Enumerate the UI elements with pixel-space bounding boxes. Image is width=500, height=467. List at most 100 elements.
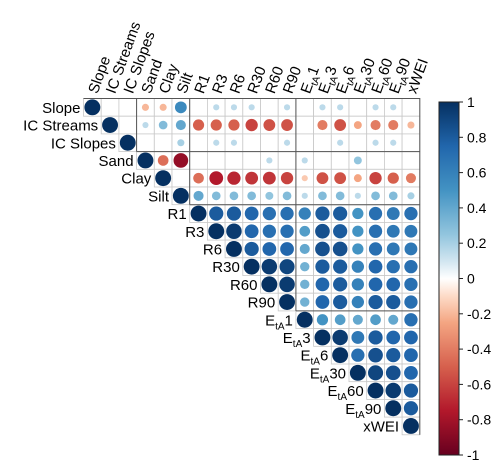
corr-circle-R1-EtA6 [333, 206, 348, 221]
matrix-cell-Slope-IC Streams [100, 98, 120, 117]
matrix-cell-IC Slopes-EtA1 [295, 133, 314, 152]
row-label-EtA6: EtA6 [300, 348, 328, 368]
corr-circle-R3-EtA1 [299, 225, 311, 237]
corr-circle-EtA3-EtA6 [332, 329, 348, 346]
corr-circle-R3-EtA60 [368, 224, 383, 238]
corr-circle-R1-R1 [190, 205, 207, 222]
row-label-R90: R90 [248, 295, 276, 312]
corr-circle-R6-EtA1 [299, 243, 310, 254]
corr-circle-EtA1-xWEI [404, 313, 418, 327]
column-label-R3: R3 [209, 72, 232, 96]
corr-circle-EtA6-EtA30 [351, 348, 365, 362]
corr-circle-R30-R90 [279, 259, 295, 275]
corr-circle-Slope-R90 [283, 104, 291, 111]
corr-circle-R1-xWEI [404, 206, 418, 221]
row-label-EtA3: EtA3 [283, 330, 311, 350]
row-label-R30: R30 [212, 259, 240, 276]
corr-circle-Clay-xWEI [405, 173, 416, 184]
matrix-cell-IC Slopes-Sand [136, 133, 155, 152]
corr-circle-EtA30-EtA30 [349, 364, 366, 381]
matrix-cell-Slope-R60 [260, 98, 279, 117]
corr-circle-EtA1-EtA6 [334, 314, 346, 326]
corr-circle-xWEI-xWEI [403, 418, 419, 434]
corr-circle-EtA90-EtA90 [385, 400, 402, 417]
corr-circle-IC Streams-IC Streams [102, 117, 119, 133]
row-label-IC Streams: IC Streams [23, 118, 98, 135]
corr-circle-EtA1-EtA30 [352, 314, 363, 325]
corr-circle-R30-EtA3 [315, 259, 330, 274]
corr-circle-EtA60-EtA90 [385, 382, 401, 399]
row-label-R3: R3 [185, 224, 204, 241]
corr-circle-R1-R90 [280, 206, 294, 221]
corr-circle-Sand-Clay [157, 155, 169, 166]
corr-circle-R3-EtA90 [386, 224, 400, 238]
corr-circle-Slope-R30 [248, 104, 255, 111]
corr-circle-R30-EtA60 [368, 259, 383, 274]
corr-circle-Clay-R6 [227, 171, 241, 185]
column-label-EtA60: EtA60 [368, 56, 399, 97]
matrix-cell-Sand-EtA90 [383, 151, 403, 170]
corr-circle-Silt-R30 [247, 191, 256, 201]
corr-circle-EtA3-xWEI [404, 330, 418, 345]
matrix-cell-IC Slopes-xWEI [401, 133, 421, 152]
corr-circle-Slope-EtA6 [337, 104, 344, 111]
corr-circle-Slope-Silt [174, 101, 187, 114]
matrix-cell-IC Streams-EtA1 [295, 115, 314, 135]
matrix-cell-Sand-R90 [277, 151, 297, 170]
corr-circle-EtA3-EtA30 [351, 331, 365, 344]
corr-circle-R1-EtA90 [386, 207, 400, 220]
corr-circle-R90-EtA90 [386, 294, 401, 310]
corr-circle-R1-R60 [262, 206, 276, 221]
corr-circle-Sand-EtA1 [301, 157, 308, 164]
row-label-xWEI: xWEI [363, 418, 399, 435]
corr-circle-EtA1-EtA60 [370, 314, 381, 326]
corr-circle-Slope-EtA60 [372, 104, 379, 111]
corr-circle-EtA6-EtA6 [332, 347, 349, 364]
corr-circle-R1-R30 [244, 206, 259, 221]
corr-circle-R3-xWEI [404, 224, 418, 238]
corr-circle-R90-xWEI [404, 295, 418, 309]
colorbar-tick-label: -0.6 [467, 376, 491, 392]
corr-circle-IC Streams-Silt [175, 120, 186, 131]
corr-circle-R6-R30 [244, 241, 259, 257]
corr-circle-Silt-R90 [282, 191, 292, 201]
group-boundary-lines [83, 98, 421, 435]
corr-circle-Silt-R60 [265, 191, 274, 200]
colorbar-tick-label: 0.8 [467, 129, 487, 145]
corr-circle-Sand-Sand [137, 152, 154, 169]
corr-circle-R30-EtA1 [300, 261, 310, 272]
corr-circle-Slope-Sand [141, 103, 150, 111]
colorbar-tick-label: 0.4 [467, 200, 487, 216]
corr-circle-Silt-EtA1 [301, 192, 308, 199]
corr-circle-IC Slopes-EtA90 [390, 139, 397, 146]
matrix-cell-Slope-xWEI [401, 98, 421, 117]
corr-circle-EtA1-EtA3 [316, 314, 329, 326]
corr-circle-EtA30-EtA90 [385, 365, 401, 381]
corr-circle-R1-EtA1 [298, 207, 311, 220]
corr-circle-EtA30-EtA60 [368, 365, 384, 381]
row-label-R60: R60 [230, 277, 258, 294]
matrix-cell-Sand-xWEI [401, 151, 421, 170]
column-label-EtA90: EtA90 [386, 56, 417, 97]
corr-circle-EtA3-EtA60 [368, 330, 383, 345]
corr-circle-Clay-EtA1 [301, 175, 308, 182]
corr-circle-Clay-EtA6 [334, 172, 347, 185]
corr-circle-Slope-EtA90 [390, 104, 397, 111]
matrix-cell-IC Streams-IC Slopes [118, 115, 138, 135]
corr-circle-IC Slopes-EtA6 [337, 139, 344, 146]
corr-circle-IC Streams-EtA60 [370, 120, 381, 131]
corr-circle-R60-EtA3 [315, 277, 330, 292]
row-label-EtA30: EtA30 [310, 365, 346, 385]
corr-circle-Clay-R30 [245, 171, 259, 185]
corr-circle-R30-R30 [243, 258, 260, 275]
corr-circle-R90-EtA60 [368, 294, 383, 310]
row-label-Clay: Clay [121, 171, 152, 188]
corr-circle-R3-EtA3 [315, 223, 330, 239]
matrix-cell-Sand-R30 [242, 151, 261, 170]
corr-circle-R30-R60 [261, 258, 278, 275]
corr-circle-IC Streams-EtA6 [334, 119, 347, 131]
corr-circle-IC Slopes-R6 [230, 139, 238, 146]
corr-circle-IC Streams-EtA90 [388, 120, 399, 131]
matrix-cell-IC Slopes-R60 [260, 133, 279, 152]
